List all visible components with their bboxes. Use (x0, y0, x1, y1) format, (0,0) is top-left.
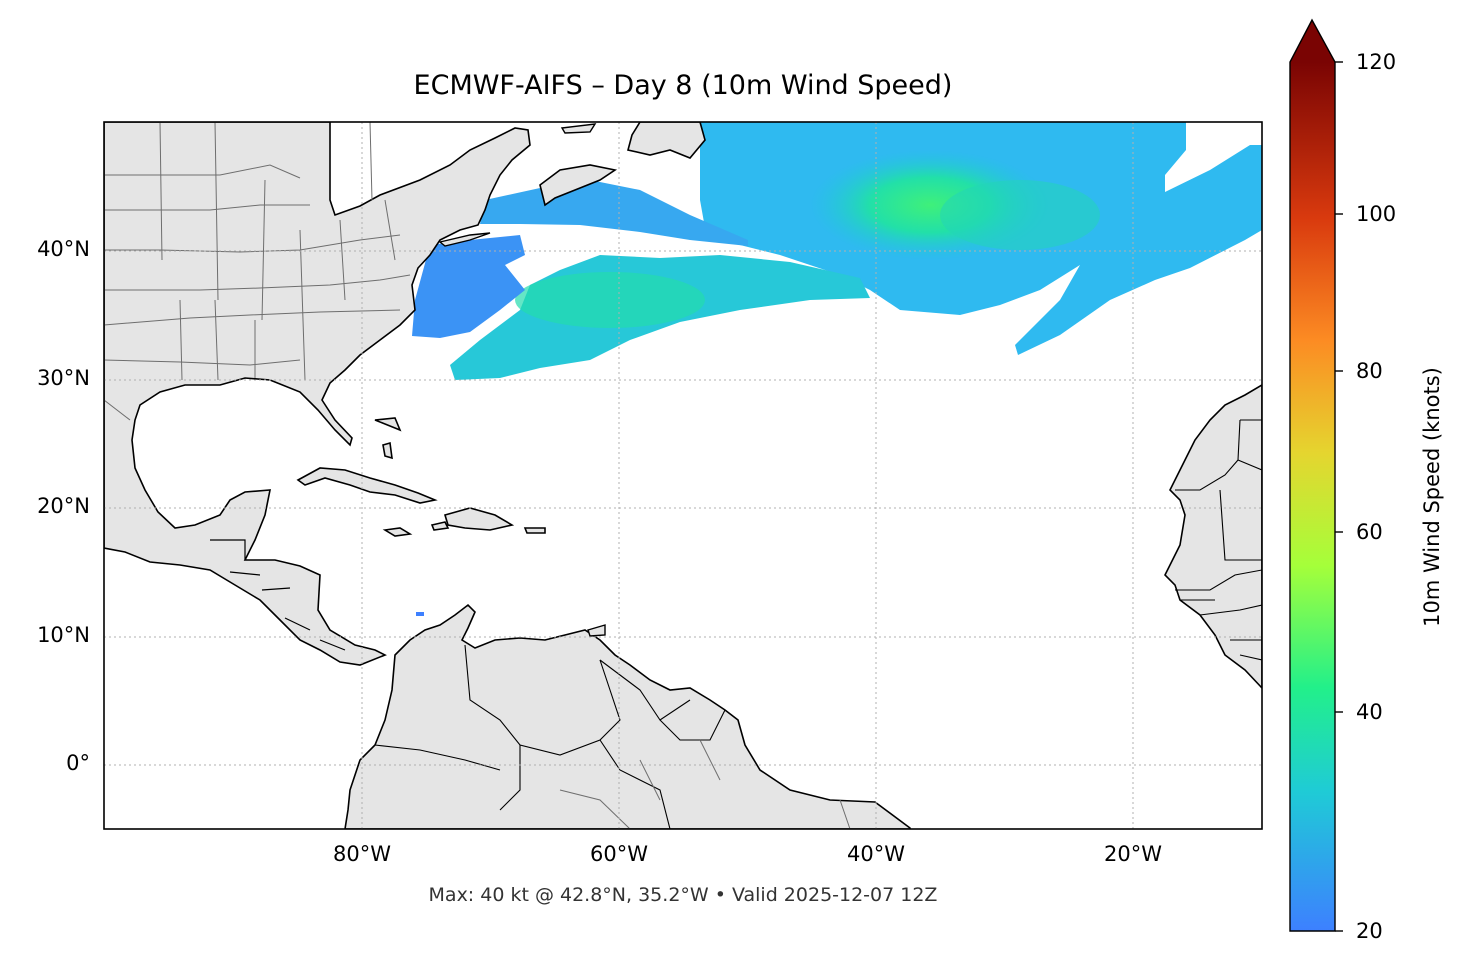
map-frame (103, 121, 1263, 830)
lat-label-0: 0° (66, 751, 90, 775)
lon-label-80w: 80°W (333, 842, 391, 866)
colorbar-extend-arrow (1290, 20, 1335, 62)
colorbar-tick-80: 80 (1356, 359, 1383, 383)
north-america-landmass (104, 122, 531, 666)
south-america-landmass (344, 603, 911, 829)
trinidad (587, 624, 606, 637)
lat-label-10n: 10°N (37, 623, 90, 647)
hispaniola (443, 507, 515, 531)
graticule (104, 122, 1262, 829)
wind-swath-coastal (412, 235, 525, 338)
south-america-borders (374, 644, 726, 829)
puerto-rico (523, 527, 546, 534)
newfoundland (627, 122, 706, 159)
lat-label-20n: 20°N (37, 494, 90, 518)
colorbar (1289, 18, 1343, 932)
lon-label-20w: 20°W (1104, 842, 1162, 866)
lat-label-40n: 40°N (37, 237, 90, 261)
brazil-state-lines (559, 739, 851, 829)
central-america-borders (210, 539, 346, 651)
lon-label-60w: 60°W (590, 842, 648, 866)
africa-borders (1175, 419, 1262, 661)
colorbar-tick-40: 40 (1356, 700, 1383, 724)
colorbar-tick-120: 120 (1356, 50, 1397, 74)
caribbean-islands (296, 417, 546, 537)
colorbar-gradient (1290, 62, 1335, 931)
footer-caption: Max: 40 kt @ 42.8°N, 35.2°W • Valid 2025… (428, 884, 938, 906)
jamaica (382, 527, 413, 537)
gulf-stlawrence-island (560, 123, 597, 134)
colorbar-tick-20: 20 (1356, 919, 1383, 943)
colorbar-tick-60: 60 (1356, 520, 1383, 544)
colorbar-tick-100: 100 (1356, 202, 1397, 226)
colorbar-title: 10m Wind Speed (knots) (1420, 367, 1444, 627)
lon-label-40w: 40°W (847, 842, 905, 866)
bahamas (374, 417, 402, 432)
nova-scotia (539, 164, 618, 207)
lat-label-30n: 30°N (37, 366, 90, 390)
long-island (438, 232, 491, 247)
wind-speed-field (412, 122, 1262, 616)
cuba (296, 467, 438, 504)
chart-title: ECMWF-AIFS – Day 8 (10m Wind Speed) (413, 70, 953, 101)
